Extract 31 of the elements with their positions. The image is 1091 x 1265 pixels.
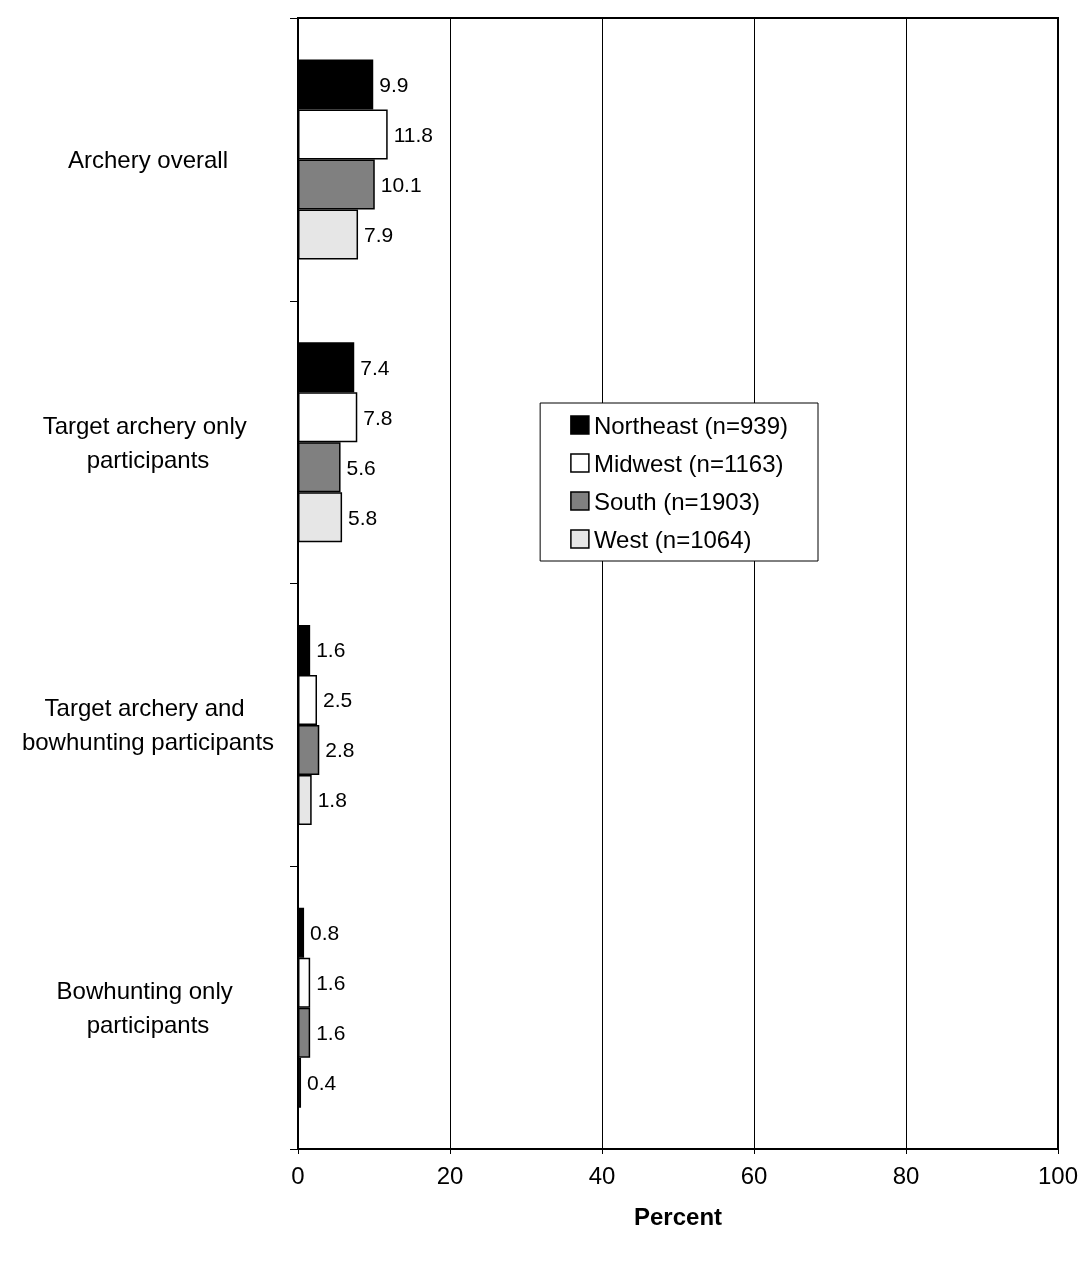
data-label: 1.8 <box>317 788 347 812</box>
x-tick-label: 20 <box>436 1161 464 1189</box>
data-label: 9.9 <box>379 72 409 96</box>
data-label: 7.9 <box>364 222 394 246</box>
data-label: 10.1 <box>380 172 422 196</box>
data-label: 2.5 <box>323 688 353 712</box>
data-label: 7.4 <box>360 355 390 379</box>
x-tick-label: 0 <box>291 1161 305 1189</box>
y-tick-label: Archery overall <box>67 145 229 173</box>
data-label: 1.6 <box>316 638 346 662</box>
data-label: 1.6 <box>316 1021 346 1045</box>
legend-label: South (n=1903) <box>593 487 761 515</box>
data-label: 0.8 <box>310 921 340 945</box>
x-axis-title: Percent <box>633 1202 723 1230</box>
x-tick-label: 80 <box>892 1161 920 1189</box>
x-tick-label: 40 <box>588 1161 616 1189</box>
x-tick-label: 60 <box>740 1161 768 1189</box>
y-tick-label: Target archery and bowhunting participants <box>21 694 275 756</box>
data-label: 2.8 <box>325 738 355 762</box>
data-label: 7.8 <box>363 405 393 429</box>
data-label: 11.8 <box>393 122 434 146</box>
data-label: 0.4 <box>307 1071 337 1095</box>
data-label: 5.6 <box>346 455 376 479</box>
data-label: 5.8 <box>348 505 378 529</box>
legend-label: Midwest (n=1163) <box>593 449 784 477</box>
legend-label: West (n=1064) <box>593 525 752 553</box>
y-tick-label: Target archery only participants <box>42 411 254 473</box>
x-tick-label: 100 <box>1037 1161 1079 1189</box>
legend-label: Northeast (n=939) <box>593 411 788 439</box>
y-tick-label: Bowhunting only participants <box>56 977 240 1039</box>
data-label: 1.6 <box>316 971 346 995</box>
